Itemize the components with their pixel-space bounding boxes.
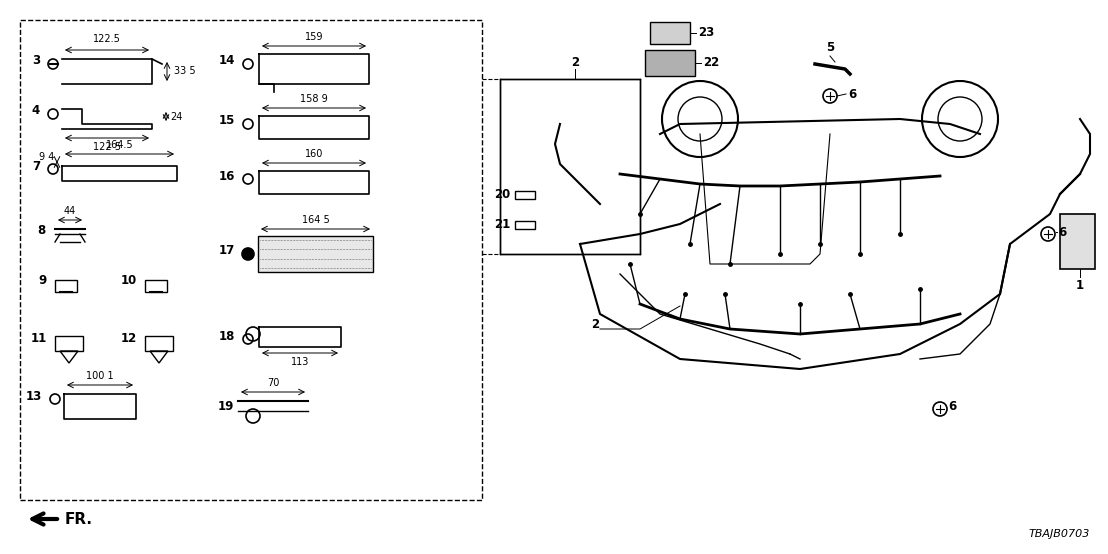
Text: 23: 23 [698,27,715,39]
Text: 6: 6 [948,401,956,413]
Text: 2: 2 [591,317,599,331]
Text: 3: 3 [32,54,40,68]
Text: 160: 160 [305,149,324,159]
Text: 100 1: 100 1 [86,371,114,381]
Bar [20,20,482,500]
Text: 164.5: 164.5 [105,140,133,150]
Bar [55,336,83,351]
Text: 113: 113 [290,357,309,367]
Text: 11: 11 [31,332,47,346]
Text: 6: 6 [1058,225,1066,239]
Text: 17: 17 [218,244,235,258]
Text: FR.: FR. [65,511,93,526]
Circle shape [242,248,254,260]
Text: 33 5: 33 5 [174,66,196,76]
Text: 1: 1 [1076,279,1084,292]
Bar [145,336,173,351]
Text: 14: 14 [218,54,235,68]
Text: 15: 15 [218,115,235,127]
Text: TBAJB0703: TBAJB0703 [1028,529,1090,539]
Text: 159: 159 [305,32,324,42]
Text: 2: 2 [571,56,579,69]
Text: 164 5: 164 5 [301,215,329,225]
Text: 44: 44 [64,206,76,216]
Text: 158 9: 158 9 [300,94,328,104]
Text: 12: 12 [121,332,137,346]
Text: 122.5: 122.5 [93,34,121,44]
Bar [1060,214,1095,269]
Bar [645,50,695,76]
Text: 13: 13 [25,389,42,403]
Text: 5: 5 [825,41,834,54]
Bar [515,221,535,229]
Bar [145,280,167,292]
Text: 22: 22 [702,57,719,69]
Text: 4: 4 [32,105,40,117]
Text: 9 4: 9 4 [39,152,54,162]
Text: 8: 8 [37,224,45,238]
Text: 20: 20 [494,187,510,201]
Text: 6: 6 [848,88,856,100]
Text: 9: 9 [39,274,47,288]
Bar [650,22,690,44]
Bar [515,191,535,199]
Text: 10: 10 [121,274,137,288]
Text: 16: 16 [218,170,235,182]
Bar [258,236,373,272]
Text: 24: 24 [170,111,183,121]
Text: 122 5: 122 5 [93,142,121,152]
Bar [55,280,76,292]
Text: 19: 19 [217,399,234,413]
Text: 70: 70 [267,378,279,388]
Bar [500,79,640,254]
Text: 21: 21 [494,218,510,230]
Text: 18: 18 [218,330,235,342]
Text: 7: 7 [32,161,40,173]
